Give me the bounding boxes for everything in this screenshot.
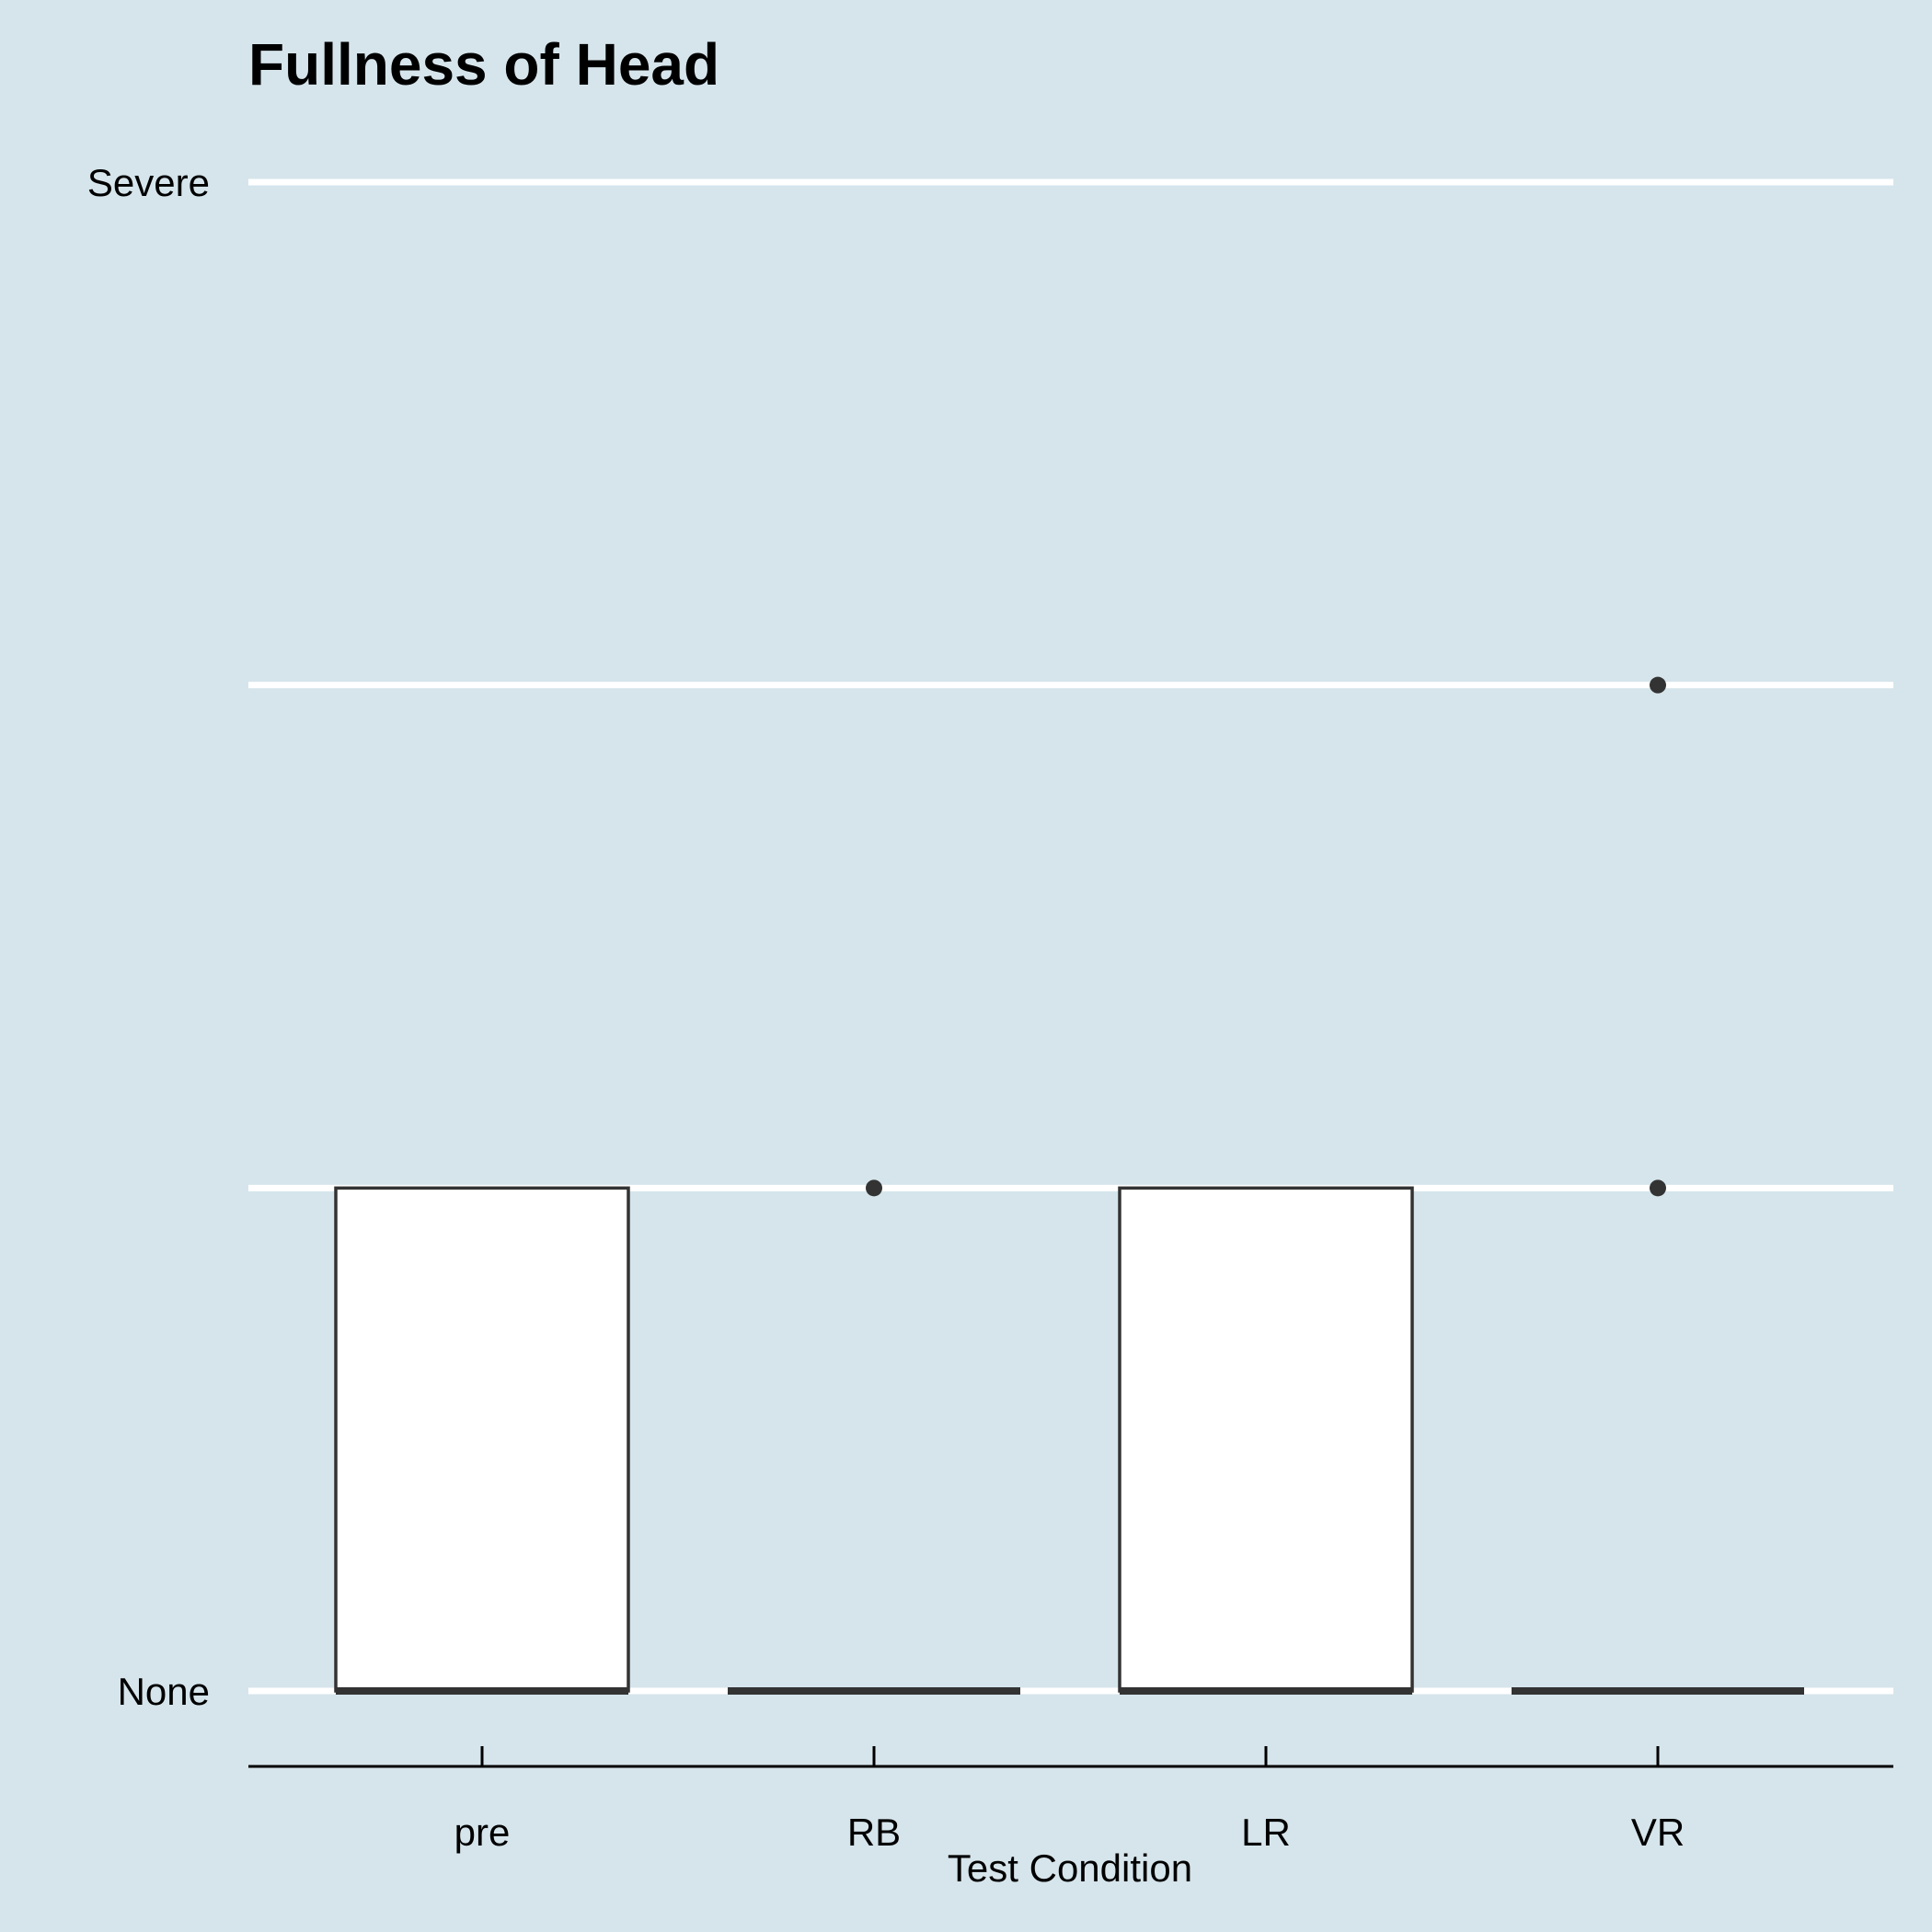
y-tick-label: None: [118, 1670, 210, 1713]
outlier-point-RB: [866, 1179, 882, 1197]
y-axis-labels: None Severe: [87, 161, 210, 1713]
x-axis: pre RB LR VR: [248, 1746, 1893, 1854]
box-pre: [334, 1186, 630, 1693]
box-LR: [1118, 1186, 1414, 1693]
outlier-point-VR: [1650, 676, 1666, 694]
y-tick-label: Severe: [87, 161, 210, 204]
outlier-point-VR: [1650, 1179, 1666, 1197]
chart-title: Fullness of Head: [248, 31, 719, 98]
x-tick-label-pre: pre: [454, 1811, 511, 1854]
x-axis-title: Test Condition: [948, 1846, 1192, 1890]
x-tick-label-RB: RB: [847, 1811, 901, 1854]
boxes: [334, 676, 1804, 1695]
x-tick-label-LR: LR: [1241, 1811, 1291, 1854]
x-tick-label-VR: VR: [1631, 1811, 1685, 1854]
